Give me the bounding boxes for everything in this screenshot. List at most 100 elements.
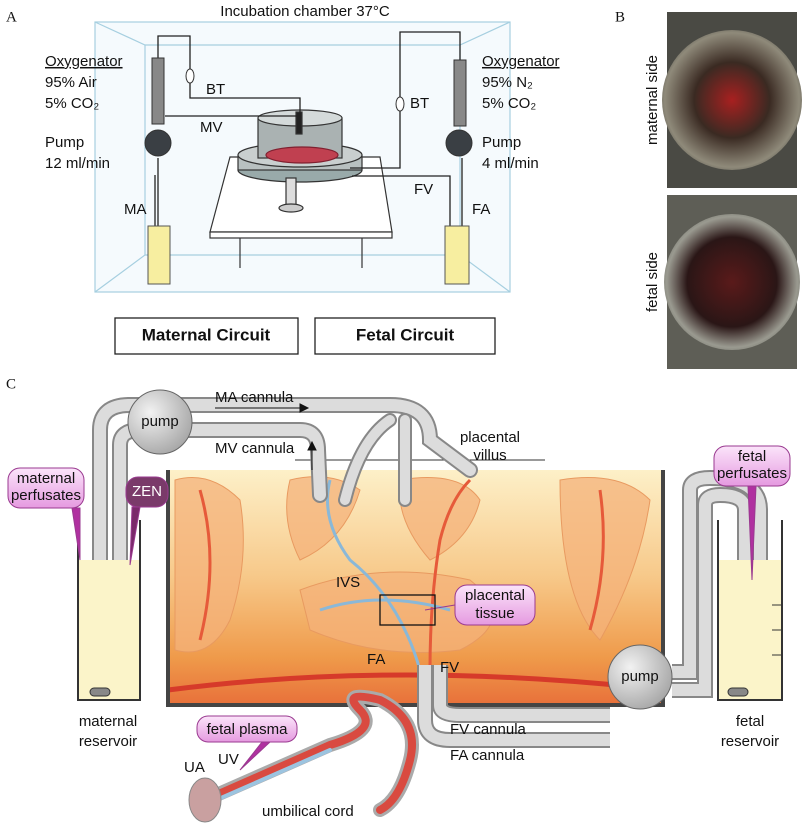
label: tissue [475,605,514,622]
label: pump [621,668,659,685]
circuit-label: Maternal Circuit [142,325,271,344]
label: MA [124,201,147,218]
pump [607,644,673,710]
vessels [167,478,664,693]
label: IVS [336,574,360,591]
equipment-part [151,57,165,125]
label: FV [414,181,433,198]
fetal-tubing [417,469,768,748]
panel-c-labels: pump MA cannula MV cannula placental vil… [11,389,787,820]
maternal-tubing [92,397,478,658]
fetal-labels: Oxygenator 95% N₂ 5% CO₂ Pump 4 ml/min B… [410,53,560,218]
chamber-title: Incubation chamber 37°C [220,3,390,20]
panel-letter: C [6,376,16,392]
label: perfusates [717,465,787,482]
circuit-box [114,317,299,355]
label: placental [460,429,520,446]
tubing-part [399,31,461,98]
villi-part [398,477,481,561]
label: 95% N₂ [482,74,533,91]
panel-letter: B [615,9,625,25]
callouts-part [424,604,456,611]
label: 4 ml/min [482,155,539,172]
panel-c: C pump MA cannula MV can [6,376,791,823]
maternal-labels: Oxygenator 95% Air 5% CO₂ Pump 12 ml/min… [45,53,225,218]
photo-detail [662,30,802,170]
reservoirs-part [77,520,141,701]
label: maternal [79,713,137,730]
label: FV [440,659,459,676]
label: fetal [738,448,766,465]
label: pump [141,413,179,430]
reservoirs-part [78,560,140,700]
equipment-part [453,59,467,127]
vessels-part [326,479,422,671]
label: BT [410,95,429,112]
tubing-part [165,112,301,117]
label: FA [472,201,490,218]
perfusion-chamber [237,109,363,213]
label: reservoir [79,733,137,750]
reservoirs-part [727,687,749,697]
arrows-part [299,403,310,413]
label: MA cannula [215,389,294,406]
fetal-tubing-part [419,471,766,746]
pump [127,389,193,455]
cord-section [188,777,222,823]
callouts [7,445,791,771]
tubing-part [189,82,301,112]
label: 5% CO₂ [45,95,99,112]
perfusion-chamber-part [295,111,303,135]
equipment-part [395,96,405,112]
equipment-part [185,68,195,84]
villi-part [559,477,651,641]
umbilical-cord-part [201,692,416,814]
vessels-part [167,672,664,693]
tubing-part [352,175,451,230]
label: MV cannula [215,440,295,457]
label: ZEN [132,483,162,500]
umbilical-cord-part [203,748,332,807]
photo-label: fetal side [644,252,661,312]
label: maternal [17,470,75,487]
maternal-tubing-part [94,399,476,656]
label: villus [473,447,506,464]
label: 95% Air [45,74,97,91]
panel-b: B maternal side fetal side [615,9,802,369]
reservoirs-part [718,560,782,700]
label: umbilical cord [262,803,354,820]
tubing [154,31,463,230]
label: Pump [45,134,84,151]
vessels-part [588,489,605,631]
tubing-part [350,110,401,169]
label: UA [184,759,205,776]
circuit-label: Fetal Circuit [356,325,455,344]
label: FA cannula [450,747,525,764]
label: placental [465,587,525,604]
callouts-part [747,485,757,581]
label: reservoir [721,733,779,750]
equipment-part [445,129,473,157]
perfusion-chamber-part [285,177,297,207]
callouts-part [129,506,141,566]
umbilical-cord [198,689,419,817]
panel-a: A Incubation chamber 37°C Oxygenator 95%… [6,3,560,355]
perfusion-chamber-part [265,146,339,164]
vessels-part [428,478,472,671]
equipment-part [444,225,470,285]
tissue-box [379,594,436,626]
callouts-part [239,741,272,771]
label: Oxygenator [482,53,560,70]
equipment-part [147,225,171,285]
table-part [209,231,393,239]
label: FV cannula [450,721,527,738]
chamber-part [94,21,511,46]
label: perfusates [11,487,81,504]
label: BT [206,81,225,98]
circuit-box [314,317,496,355]
callouts-part [7,467,85,509]
callouts-part [71,507,81,561]
reservoirs-part [89,687,111,697]
reservoirs-part [717,520,783,701]
label: Pump [482,134,521,151]
